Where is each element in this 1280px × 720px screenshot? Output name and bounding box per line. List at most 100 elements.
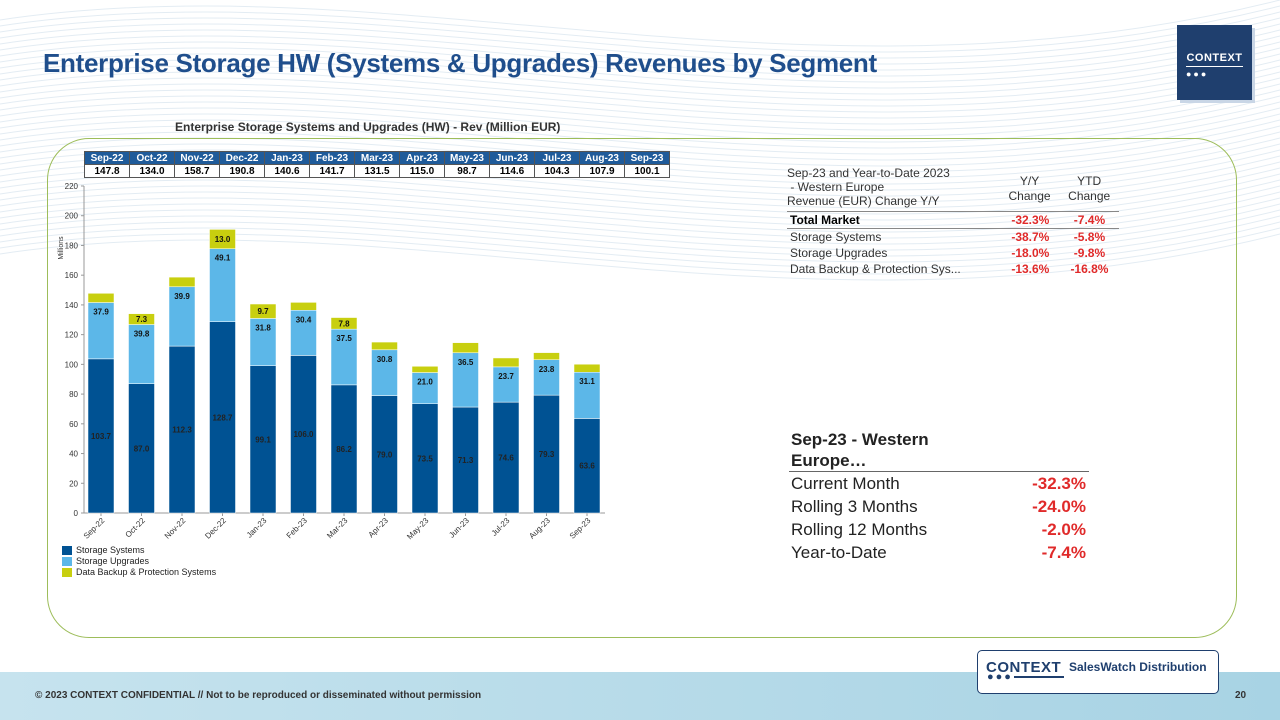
bar-segment [87,293,115,303]
data-label: 9.7 [257,307,269,316]
legend-swatch [62,546,72,555]
data-label: 13.0 [215,235,231,244]
data-label: 86.2 [336,445,352,454]
chart-title: Enterprise Storage Systems and Upgrades … [175,120,561,134]
bar-segment [128,383,155,514]
bar-segment [492,357,520,368]
background-line [0,11,1280,59]
y-tick-label: 140 [65,301,79,310]
background-line [0,185,1280,233]
data-label: 37.5 [336,334,352,343]
brand-label: SalesWatch Distribution [1069,660,1207,674]
totals-month-cell: Dec-22 [219,151,265,165]
totals-value-cell: 190.8 [219,164,265,178]
summary-row: Year-to-Date -7.4% [791,543,1086,562]
summary-table: Sep-23 - Western Europe… Current Month -3… [789,429,1089,564]
totals-value-cell: 131.5 [354,164,400,178]
bar-segment [128,324,155,384]
data-label: 23.8 [539,365,555,374]
totals-table: Sep-22 Oct-22 Nov-22 Dec-22 Jan-23 Feb-23 Mar-… [84,151,670,178]
totals-month-cell: Mar-23 [354,151,400,165]
background-line [0,23,1280,71]
data-label: 49.1 [215,254,231,263]
saleswatch-brand: CONTEXT ●●● SalesWatch Distribution [977,650,1219,694]
bar-segment [573,363,601,373]
table-row: Storage Upgrades -18.0% -9.8% [790,246,1106,260]
bar-segment [290,310,317,356]
table-row: Total Market -32.3% -7.4% [787,212,1119,229]
summary-row: Current Month -32.3% [791,474,1086,493]
data-label: 30.8 [377,355,393,364]
y-tick-label: 20 [69,479,78,488]
x-tick-label: Nov-22 [163,516,188,541]
totals-value-cell: 100.1 [624,164,670,178]
y-tick-label: 160 [65,271,79,280]
background-line [0,113,1280,161]
bar-segment [371,395,398,514]
background-line [0,197,1280,245]
brand-dots-icon: ●●● [987,671,1013,683]
x-tick-label: Jan-23 [245,516,269,540]
table-row: Storage Systems -38.7% -5.8% [790,230,1106,244]
totals-month-cell: Jul-23 [534,151,580,165]
page-title: Enterprise Storage HW (Systems & Upgrade… [43,48,877,78]
data-label: 37.9 [93,308,109,317]
totals-month-cell: Nov-22 [174,151,220,165]
background-line [0,77,1280,125]
data-label: 7.3 [136,315,148,324]
data-label: 63.6 [579,462,595,471]
data-label: 128.7 [212,413,233,422]
brand-underline [1014,676,1064,678]
context-logo: CONTEXT ●●● [1177,25,1252,100]
copyright-notice: © 2023 CONTEXT CONFIDENTIAL // Not to be… [35,690,482,701]
totals-value-cell: 147.8 [84,164,130,178]
x-tick-label: Jun-23 [447,516,471,540]
background-line [0,29,1280,77]
bar-segment [168,276,196,288]
background-line [0,47,1280,95]
y-tick-label: 60 [69,420,78,429]
ytd-change-header: YTD Change [1068,174,1111,203]
summary-row: Rolling 12 Months -2.0% [791,520,1086,539]
data-label: 36.5 [458,358,474,367]
background-line [0,59,1280,107]
data-label: 39.8 [134,330,150,339]
background-line [0,95,1280,143]
data-label: 31.8 [255,323,271,332]
totals-value-cell: 98.7 [444,164,490,178]
brand-wordmark: CONTEXT [986,659,1062,676]
bar-segment [452,342,479,354]
bar-segment [330,384,358,514]
bar-segment [452,406,479,514]
bar-segment [371,349,398,396]
y-tick-label: 220 [65,182,79,191]
data-label: 79.3 [539,450,555,459]
content-panel [47,138,1237,638]
legend-item-storage-systems: Storage Systems [62,545,216,556]
summary-table-header: Sep-23 - Western Europe… [789,429,1089,472]
x-tick-label: Sep-23 [568,516,593,541]
legend-item-data-backup: Data Backup & Protection Systems [62,567,216,578]
data-label: 87.0 [134,444,150,453]
background-line [0,17,1280,65]
bar-segment [330,317,358,330]
yy-change-header: Y/Y Change [1008,174,1051,203]
data-label: 79.0 [377,450,393,459]
bar-segment [87,302,115,360]
x-tick-label: Apr-23 [367,516,391,540]
totals-month-cell: Feb-23 [309,151,355,165]
totals-value-cell: 107.9 [579,164,625,178]
bar-segment [533,352,560,361]
background-line [0,53,1280,101]
bar-segment [573,418,601,514]
change-table-header: Sep-23 and Year-to-Date 2023 - Western E… [787,166,1119,212]
bar-segment [492,366,520,403]
data-label: 7.8 [338,319,350,328]
logo-underline [1186,66,1243,67]
y-tick-label: 100 [65,360,79,369]
totals-value-cell: 134.0 [129,164,175,178]
y-tick-label: 40 [69,450,78,459]
background-line [0,107,1280,155]
bar-segment [533,394,560,514]
background-line [0,71,1280,119]
